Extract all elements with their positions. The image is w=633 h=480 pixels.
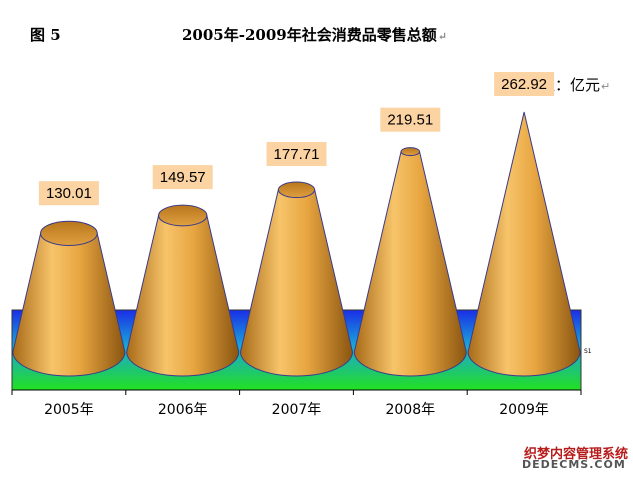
x-tick-label: 2009年 — [499, 402, 549, 418]
cone-bar — [239, 189, 354, 377]
data-label-box — [266, 142, 327, 167]
cone-bar — [12, 232, 126, 377]
cone-top-cap — [277, 181, 316, 199]
data-label: 130.01 — [46, 185, 92, 202]
x-tick-label: 2005年 — [44, 402, 94, 418]
paragraph-mark: ↵ — [437, 30, 447, 43]
data-label-box — [38, 181, 99, 206]
data-label-box — [380, 107, 441, 132]
watermark-title: 织梦内容管理系统 — [524, 447, 629, 462]
cone-bar — [353, 151, 467, 377]
figure-label: 图 5 — [30, 26, 61, 44]
data-label-box — [494, 72, 555, 96]
data-label: 219.51 — [387, 112, 433, 129]
cone-top-cap — [40, 220, 98, 246]
cone-bar — [467, 111, 581, 377]
data-label-box — [152, 165, 213, 190]
cone-bar — [126, 214, 240, 377]
cone-top-cap — [400, 147, 421, 157]
paragraph-mark: ↵ — [601, 80, 611, 93]
legend-label: S1 — [584, 348, 592, 355]
data-label: 149.57 — [160, 169, 206, 186]
watermark: 织梦内容管理系统 DEDECMS.COM — [520, 442, 628, 472]
x-tick-label: 2008年 — [385, 402, 435, 418]
data-label: 177.71 — [274, 146, 320, 163]
x-tick-label: 2007年 — [272, 402, 322, 418]
watermark-url: DEDECMS.COM — [522, 458, 626, 471]
chart-title: 2005年-2009年社会消费品零售总额↵ — [182, 24, 447, 45]
data-label: 262.92 — [501, 76, 547, 93]
x-tick-label: 2006年 — [158, 402, 208, 418]
chart-title-text: 2005年-2009年社会消费品零售总额 — [182, 26, 437, 44]
cone-top-cap — [158, 204, 208, 227]
